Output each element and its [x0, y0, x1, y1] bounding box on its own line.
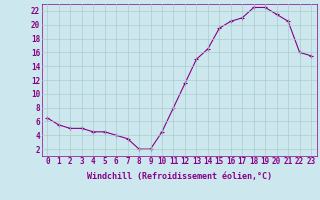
- X-axis label: Windchill (Refroidissement éolien,°C): Windchill (Refroidissement éolien,°C): [87, 172, 272, 181]
